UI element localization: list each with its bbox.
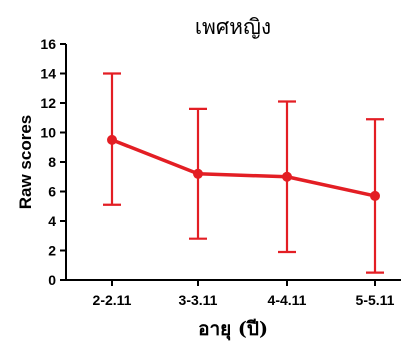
series-line bbox=[107, 134, 380, 201]
data-point bbox=[193, 168, 203, 179]
x-ticks: 2-2.11 3-3.11 4-4.11 5-5.11 bbox=[93, 280, 395, 308]
y-tick-label: 0 bbox=[48, 272, 56, 288]
y-tick-label: 6 bbox=[48, 184, 56, 200]
y-tick-label: 4 bbox=[48, 213, 56, 229]
y-tick-label: 10 bbox=[40, 125, 56, 141]
x-axis-label: อายุ (ปี) bbox=[198, 318, 268, 341]
y-axis-label: Raw scores bbox=[16, 115, 35, 210]
data-point bbox=[282, 171, 292, 182]
y-tick-label: 2 bbox=[48, 243, 56, 259]
y-ticks: 0 2 4 6 8 10 12 14 16 bbox=[40, 36, 66, 288]
x-tick-label: 2-2.11 bbox=[93, 292, 132, 308]
error-bars bbox=[103, 72, 384, 274]
series-polyline bbox=[111, 138, 376, 198]
x-tick-label: 5-5.11 bbox=[356, 292, 395, 308]
data-point bbox=[107, 134, 117, 145]
y-tick-label: 14 bbox=[40, 66, 56, 82]
y-tick-label: 12 bbox=[40, 95, 56, 111]
y-tick-label: 16 bbox=[40, 36, 56, 52]
x-tick-label: 3-3.11 bbox=[179, 292, 218, 308]
data-point bbox=[370, 190, 380, 201]
y-tick-label: 8 bbox=[48, 154, 56, 170]
chart-title: เพศหญิง bbox=[195, 15, 271, 39]
x-tick-label: 4-4.11 bbox=[268, 292, 307, 308]
